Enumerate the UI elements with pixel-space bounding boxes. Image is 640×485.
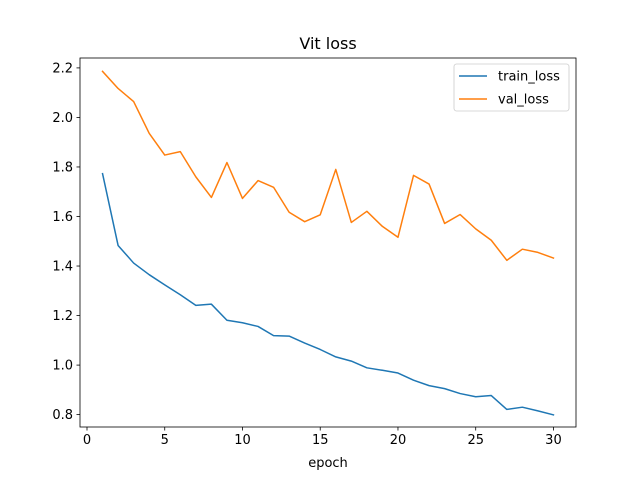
x-tick-label: 20 bbox=[390, 433, 407, 448]
y-tick-label: 1.6 bbox=[52, 210, 73, 225]
axes-frame bbox=[79, 57, 577, 428]
y-tick-label: 1.0 bbox=[52, 359, 73, 374]
y-tick-label: 1.2 bbox=[52, 309, 73, 324]
y-tick-label: 1.4 bbox=[52, 260, 73, 275]
x-tick-label: 15 bbox=[312, 433, 329, 448]
plot-area: 0 5 10 15 20 25 30 0.8 1.0 1.2 1.4 1.6 1.8 2.0 2.2 trai… bbox=[52, 57, 577, 448]
x-tick-label: 25 bbox=[467, 433, 484, 448]
y-tick-label: 2.2 bbox=[52, 61, 73, 76]
legend-label-val_loss: val_loss bbox=[498, 93, 549, 108]
x-tick-label: 30 bbox=[545, 433, 562, 448]
x-tick-label: 0 bbox=[83, 433, 91, 448]
x-axis-label: epoch bbox=[308, 456, 348, 471]
series-line-train_loss bbox=[101, 172, 555, 416]
x-tick-label: 10 bbox=[234, 433, 251, 448]
legend-label-train_loss: train_loss bbox=[498, 70, 560, 85]
chart-title: Vit loss bbox=[299, 34, 356, 53]
x-tick-label: 5 bbox=[161, 433, 169, 448]
y-tick-label: 0.8 bbox=[52, 408, 73, 423]
y-tick-label: 2.0 bbox=[52, 111, 73, 126]
y-tick-label: 1.8 bbox=[52, 160, 73, 175]
series-line-val_loss bbox=[101, 70, 555, 262]
